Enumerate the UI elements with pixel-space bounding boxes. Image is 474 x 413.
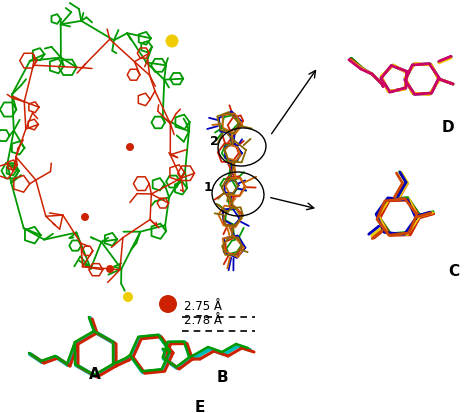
Text: B: B [216, 370, 228, 385]
Circle shape [106, 266, 114, 273]
Circle shape [126, 144, 134, 152]
Circle shape [123, 292, 133, 302]
Text: C: C [448, 264, 460, 279]
Text: E: E [195, 399, 205, 413]
Circle shape [159, 295, 177, 313]
Text: 2: 2 [210, 135, 219, 147]
Text: D: D [442, 120, 454, 135]
Circle shape [165, 36, 179, 48]
Text: 2.75 Å: 2.75 Å [184, 299, 222, 312]
Text: 1: 1 [204, 180, 213, 194]
Text: A: A [89, 367, 101, 382]
Circle shape [81, 214, 89, 221]
Text: 2.78 Å: 2.78 Å [184, 313, 222, 326]
